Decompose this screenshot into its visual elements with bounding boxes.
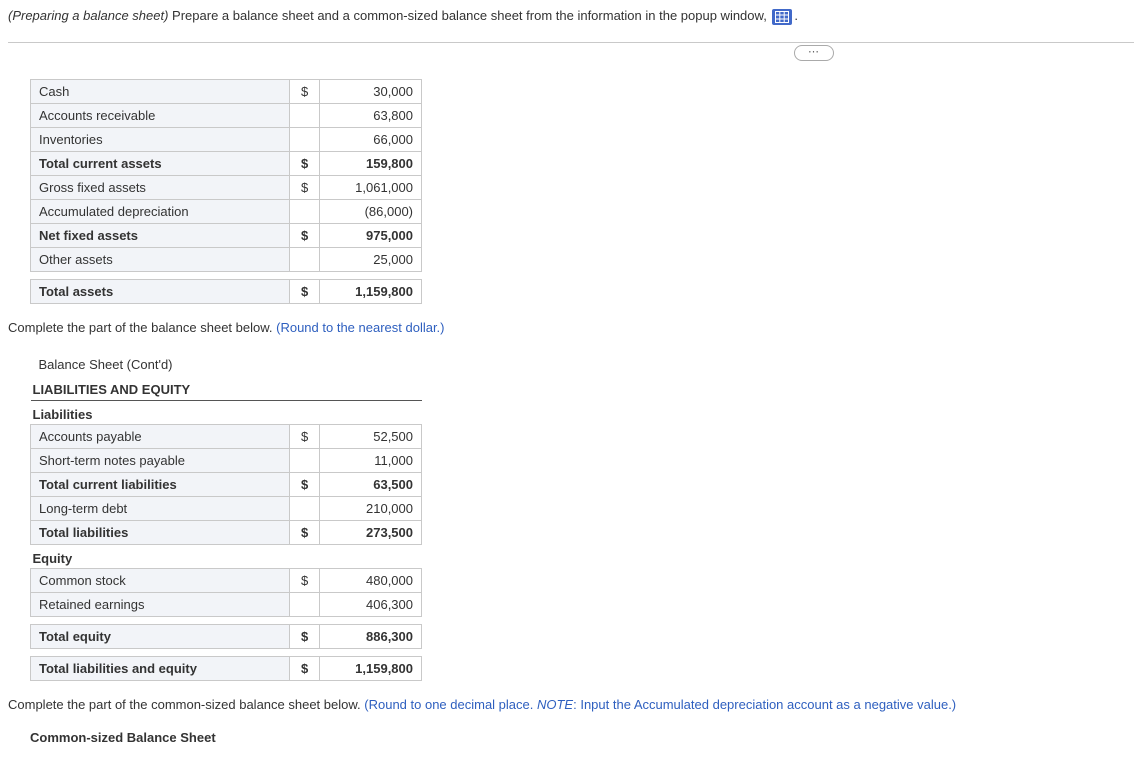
row-currency <box>290 593 320 617</box>
row-value[interactable]: 406,300 <box>320 593 422 617</box>
table-row: Total equity$886,300 <box>31 625 422 649</box>
row-label: Accumulated depreciation <box>31 199 290 223</box>
row-label: Accounts payable <box>31 425 290 449</box>
row-value[interactable]: 66,000 <box>320 127 422 151</box>
row-currency <box>290 497 320 521</box>
instruction-1-note: (Round to the nearest dollar.) <box>276 320 444 335</box>
instruction-2: Complete the part of the common-sized ba… <box>8 697 1134 712</box>
row-currency: $ <box>290 279 320 303</box>
table-row: Net fixed assets$975,000 <box>31 223 422 247</box>
row-label: Short-term notes payable <box>31 449 290 473</box>
row-value[interactable]: 975,000 <box>320 223 422 247</box>
intro-suffix: . <box>794 8 798 23</box>
row-value[interactable]: 11,000 <box>320 449 422 473</box>
common-sized-title: Common-sized Balance Sheet <box>30 730 1134 745</box>
row-label: Net fixed assets <box>31 223 290 247</box>
row-value[interactable]: 210,000 <box>320 497 422 521</box>
row-value[interactable]: 1,159,800 <box>320 279 422 303</box>
row-currency <box>290 199 320 223</box>
table-row: Retained earnings 406,300 <box>31 593 422 617</box>
section-header: Equity <box>31 545 422 569</box>
table-row: Inventories 66,000 <box>31 127 422 151</box>
row-label: Other assets <box>31 247 290 271</box>
section-header: Balance Sheet (Cont'd) <box>31 353 422 377</box>
table-row: Accounts receivable 63,800 <box>31 103 422 127</box>
instruction-1: Complete the part of the balance sheet b… <box>8 320 1134 335</box>
row-value[interactable]: 480,000 <box>320 569 422 593</box>
row-currency: $ <box>290 569 320 593</box>
row-currency: $ <box>290 521 320 545</box>
table-row: Total current liabilities$63,500 <box>31 473 422 497</box>
row-label: Total current assets <box>31 151 290 175</box>
row-label: Total assets <box>31 279 290 303</box>
row-value[interactable]: 52,500 <box>320 425 422 449</box>
row-label: Accounts receivable <box>31 103 290 127</box>
row-label: Inventories <box>31 127 290 151</box>
more-button[interactable]: ⋯ <box>794 45 834 61</box>
row-label: Total liabilities and equity <box>31 657 290 681</box>
row-currency <box>290 103 320 127</box>
row-value[interactable]: 1,159,800 <box>320 657 422 681</box>
row-value[interactable]: 1,061,000 <box>320 175 422 199</box>
row-value[interactable]: 886,300 <box>320 625 422 649</box>
table-row: Total liabilities and equity$1,159,800 <box>31 657 422 681</box>
row-label: Cash <box>31 79 290 103</box>
row-currency: $ <box>290 223 320 247</box>
row-value[interactable]: 63,500 <box>320 473 422 497</box>
instruction-1-text: Complete the part of the balance sheet b… <box>8 320 276 335</box>
table-row: Cash$30,000 <box>31 79 422 103</box>
section-header: LIABILITIES AND EQUITY <box>31 377 422 401</box>
row-currency: $ <box>290 625 320 649</box>
row-value[interactable]: (86,000) <box>320 199 422 223</box>
table-row: Total assets$1,159,800 <box>31 279 422 303</box>
row-currency: $ <box>290 657 320 681</box>
intro-body: Prepare a balance sheet and a common-siz… <box>168 8 770 23</box>
row-currency: $ <box>290 473 320 497</box>
row-label: Total current liabilities <box>31 473 290 497</box>
row-label: Retained earnings <box>31 593 290 617</box>
row-currency: $ <box>290 151 320 175</box>
row-value[interactable]: 30,000 <box>320 79 422 103</box>
table-row: Short-term notes payable 11,000 <box>31 449 422 473</box>
instruction-2-text: Complete the part of the common-sized ba… <box>8 697 364 712</box>
row-currency: $ <box>290 175 320 199</box>
row-value[interactable]: 159,800 <box>320 151 422 175</box>
instruction-2-note: (Round to one decimal place. NOTE: Input… <box>364 697 956 712</box>
row-currency <box>290 127 320 151</box>
row-label: Total liabilities <box>31 521 290 545</box>
table-row: Long-term debt 210,000 <box>31 497 422 521</box>
row-currency <box>290 247 320 271</box>
table-row: Accumulated depreciation (86,000) <box>31 199 422 223</box>
row-label: Gross fixed assets <box>31 175 290 199</box>
intro-text: (Preparing a balance sheet) Prepare a ba… <box>8 6 1134 26</box>
row-value[interactable]: 63,800 <box>320 103 422 127</box>
table-row: Total current assets$159,800 <box>31 151 422 175</box>
row-value[interactable]: 25,000 <box>320 247 422 271</box>
row-label: Total equity <box>31 625 290 649</box>
intro-prefix: (Preparing a balance sheet) <box>8 8 168 23</box>
row-label: Common stock <box>31 569 290 593</box>
row-currency <box>290 449 320 473</box>
row-label: Long-term debt <box>31 497 290 521</box>
table-row: Gross fixed assets$1,061,000 <box>31 175 422 199</box>
liabilities-equity-table: Balance Sheet (Cont'd)LIABILITIES AND EQ… <box>30 353 422 682</box>
section-header: Liabilities <box>31 401 422 425</box>
row-currency: $ <box>290 425 320 449</box>
assets-table: Cash$30,000Accounts receivable63,800Inve… <box>30 79 422 304</box>
table-row: Other assets 25,000 <box>31 247 422 271</box>
table-row: Total liabilities$273,500 <box>31 521 422 545</box>
row-value[interactable]: 273,500 <box>320 521 422 545</box>
row-currency: $ <box>290 79 320 103</box>
table-row: Accounts payable$52,500 <box>31 425 422 449</box>
divider <box>8 42 1134 43</box>
table-row: Common stock$480,000 <box>31 569 422 593</box>
popup-table-icon[interactable] <box>772 9 792 25</box>
